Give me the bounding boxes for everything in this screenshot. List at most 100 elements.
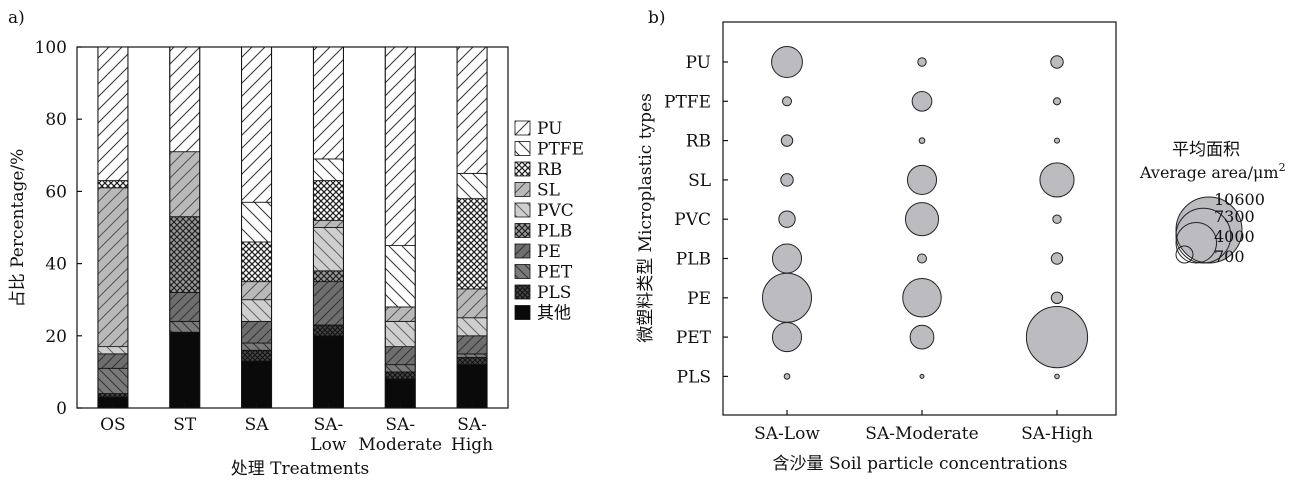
x-tick-label: SA-Low [754, 424, 820, 444]
bar-segment [384, 371, 416, 380]
x-tick-label: ST [173, 415, 197, 435]
bubble [771, 46, 803, 78]
bubble [918, 137, 926, 144]
bar-segment [456, 357, 488, 366]
bar-segment [384, 46, 416, 246]
legend-swatch [514, 120, 531, 136]
bar-segment [241, 299, 272, 322]
y-tick-label: PTFE [664, 92, 711, 112]
legend-label: PE [537, 242, 561, 262]
legend-label: PVC [537, 201, 574, 221]
legend-swatch [514, 284, 531, 300]
x-axis-label: 处理 Treatments [231, 459, 370, 479]
bubble [781, 96, 793, 107]
y-axis-ticks: 0 20 40 60 80 100 [35, 38, 82, 419]
bar-segment [384, 320, 416, 348]
legend-swatch [514, 223, 531, 238]
y-tick-label: 40 [45, 255, 67, 275]
bubble-x-ticks: SA-Low SA-Moderate SA-High [754, 410, 1093, 444]
bar-segment [169, 331, 201, 409]
bar-segment [97, 353, 129, 369]
bubble [916, 253, 928, 264]
bar-segment [313, 270, 344, 283]
x-tick-label-line2: Low [310, 435, 347, 455]
x-tick-label: SA-Moderate [865, 424, 978, 444]
legend-swatch [514, 182, 531, 197]
size-legend-label: 10600 [1214, 190, 1265, 209]
panel-b-label: b) [648, 8, 666, 28]
bar-segment [241, 241, 272, 283]
bar-segment [97, 46, 129, 181]
panel-a-plot-frame [76, 46, 509, 409]
bar-segment [384, 245, 416, 308]
bar-segment [241, 349, 272, 362]
bubble [1050, 291, 1064, 305]
bubble [909, 324, 935, 350]
y-tick-label: PLS [677, 367, 711, 387]
bubble [1054, 373, 1060, 380]
bar-segment [313, 227, 344, 272]
bar-segment [384, 306, 416, 322]
bubble [917, 57, 927, 67]
bubble [1039, 162, 1075, 198]
stacked-bars [97, 46, 488, 409]
bubble [780, 173, 794, 187]
bubble [919, 373, 925, 379]
legend-label: PTFE [537, 140, 584, 160]
bubble [771, 322, 803, 353]
panel-b: b) PU PTFE RB SL PVC PLB PE PET PLS SA-Low SA-Mod… [636, 8, 1286, 474]
panel-b-plot-frame [722, 21, 1117, 416]
x-tick-label: SA- [314, 415, 344, 435]
bar-segment [169, 46, 201, 153]
legend-label: PET [537, 263, 573, 283]
bubble [902, 278, 942, 318]
y-tick-label: PLB [676, 250, 711, 270]
y-tick-label: PE [687, 289, 711, 309]
y-tick-label: PET [676, 328, 712, 348]
size-legend-label: 700 [1214, 247, 1245, 266]
size-legend-circle [1175, 221, 1218, 264]
bar-segment [384, 346, 416, 366]
bar-segment [456, 335, 488, 355]
size-legend-title-cn: 平均面积 [1172, 140, 1240, 160]
bubble [771, 243, 803, 274]
bar-segment [241, 360, 272, 409]
y-tick-label: PVC [674, 210, 711, 230]
bar-segment [97, 367, 129, 394]
legend-label: PLS [537, 283, 571, 303]
y-tick-label: RB [686, 132, 711, 152]
legend-swatch [514, 243, 531, 259]
bubble [1025, 306, 1089, 369]
bubble-y-ticks: PU PTFE RB SL PVC PLB PE PET PLS [664, 53, 728, 387]
bar-segment [169, 216, 201, 293]
x-tick-label: SA- [385, 415, 415, 435]
legend-label: SL [537, 181, 560, 201]
y-tick-label: 100 [35, 38, 67, 58]
bar-segment [241, 281, 272, 301]
size-legend-circle [1175, 196, 1243, 264]
bar-segment [456, 172, 488, 200]
bar-segment [241, 201, 272, 243]
x-tick-label-line2: High [451, 435, 493, 455]
bar-segment [313, 324, 344, 337]
y-tick-label: 0 [56, 399, 67, 419]
bubble [1050, 55, 1064, 69]
bubble [1054, 137, 1060, 144]
panel-a-label: a) [8, 8, 25, 28]
size-legend-circle [1175, 245, 1194, 264]
legend-swatch [514, 161, 531, 177]
bubble [1052, 97, 1062, 106]
bar-segment [456, 364, 488, 409]
legend-swatch [514, 202, 531, 218]
bar-segment [384, 364, 416, 373]
y-tick-label: SL [688, 171, 711, 191]
bar-segment [241, 342, 272, 351]
bar-segment [456, 46, 488, 174]
bar-segment [97, 393, 129, 398]
bar-segment [313, 46, 344, 160]
y-tick-label: 80 [45, 110, 67, 130]
